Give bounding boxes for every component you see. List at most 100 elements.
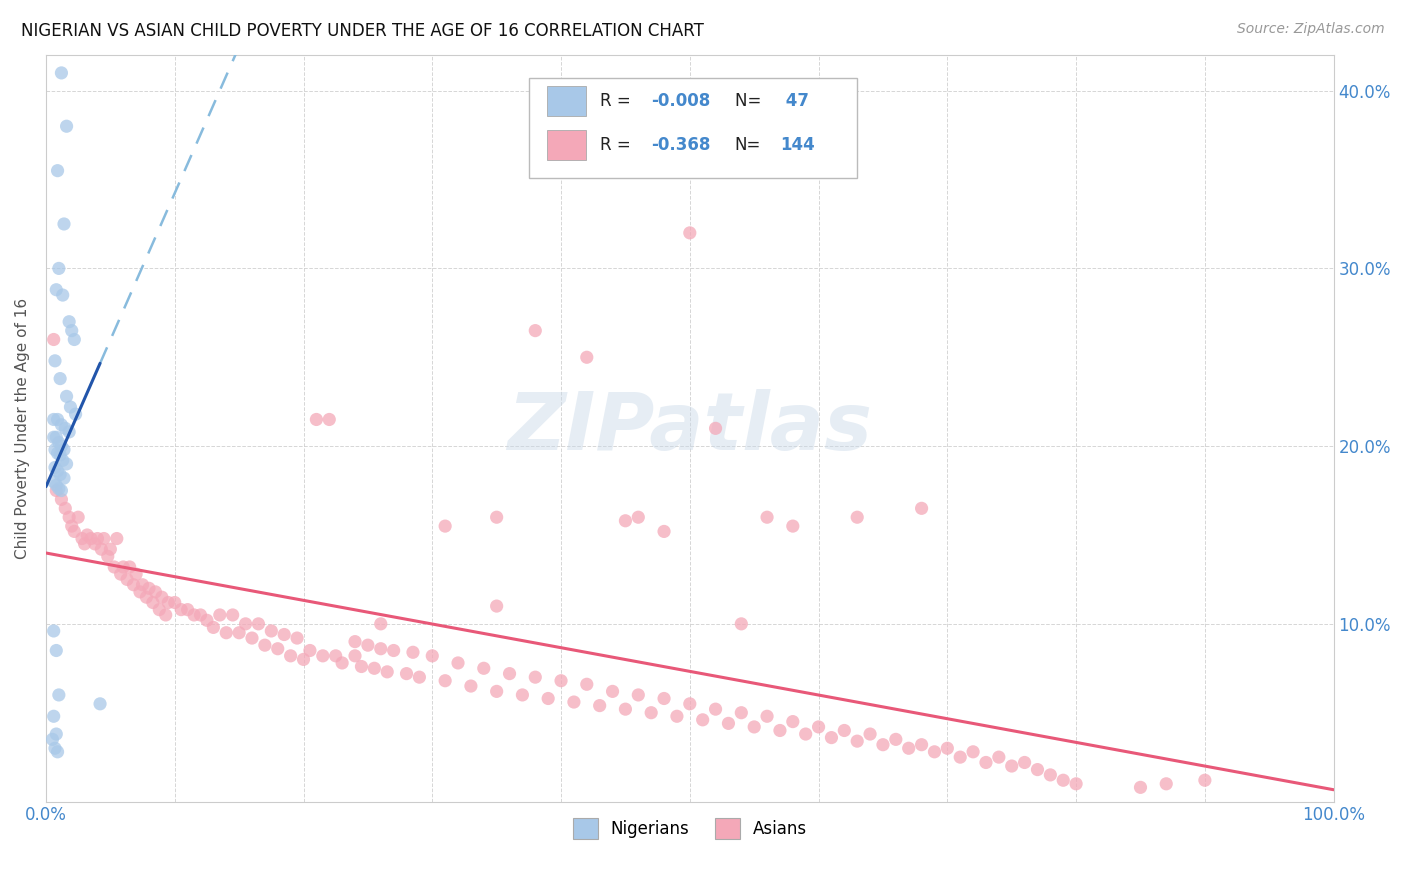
Point xyxy=(49,448,72,462)
Point xyxy=(949,750,972,764)
Point xyxy=(395,666,418,681)
Point xyxy=(55,389,77,403)
Point xyxy=(820,731,842,745)
Point xyxy=(357,638,380,652)
Point xyxy=(627,688,650,702)
Text: NIGERIAN VS ASIAN CHILD POVERTY UNDER THE AGE OF 16 CORRELATION CHART: NIGERIAN VS ASIAN CHILD POVERTY UNDER TH… xyxy=(21,22,704,40)
Point xyxy=(73,537,96,551)
Point xyxy=(330,656,353,670)
Point xyxy=(105,532,128,546)
Point xyxy=(131,578,153,592)
Point xyxy=(135,590,157,604)
Point xyxy=(45,727,67,741)
Point xyxy=(408,670,430,684)
Point xyxy=(53,442,76,457)
Point xyxy=(370,641,392,656)
Point xyxy=(987,750,1010,764)
Point xyxy=(807,720,830,734)
Point xyxy=(48,688,70,702)
Point xyxy=(679,226,702,240)
Point xyxy=(55,120,77,134)
Y-axis label: Child Poverty Under the Age of 16: Child Poverty Under the Age of 16 xyxy=(15,298,30,559)
Point xyxy=(138,582,160,596)
Point xyxy=(45,643,67,657)
Point xyxy=(45,478,67,492)
Point xyxy=(93,532,115,546)
Legend: Nigerians, Asians: Nigerians, Asians xyxy=(565,812,814,846)
Point xyxy=(589,698,612,713)
Point xyxy=(447,656,470,670)
Point xyxy=(44,741,66,756)
Point xyxy=(325,648,347,663)
Point xyxy=(112,560,135,574)
Point xyxy=(485,684,508,698)
Text: R =: R = xyxy=(600,92,636,110)
Point xyxy=(575,351,598,365)
Point xyxy=(730,616,752,631)
Point xyxy=(46,464,69,478)
Point xyxy=(58,425,80,439)
Point xyxy=(375,665,398,679)
Point xyxy=(782,519,804,533)
Point xyxy=(292,652,315,666)
Point xyxy=(1001,759,1024,773)
Point xyxy=(221,607,243,622)
Point xyxy=(125,567,148,582)
Point xyxy=(70,532,93,546)
Point xyxy=(704,702,727,716)
Point xyxy=(51,492,73,507)
Point xyxy=(46,412,69,426)
Point xyxy=(53,471,76,485)
Text: ZIPatlas: ZIPatlas xyxy=(508,389,872,467)
Point xyxy=(44,442,66,457)
Point xyxy=(1026,763,1049,777)
Point xyxy=(872,738,894,752)
Point xyxy=(575,677,598,691)
Text: R =: R = xyxy=(600,136,636,154)
FancyBboxPatch shape xyxy=(547,130,585,161)
Point xyxy=(52,288,75,302)
Point xyxy=(67,510,90,524)
Point xyxy=(652,524,675,539)
Point xyxy=(782,714,804,729)
Point xyxy=(235,616,257,631)
Point xyxy=(41,732,63,747)
Point xyxy=(498,666,520,681)
FancyBboxPatch shape xyxy=(547,86,585,116)
Point xyxy=(350,659,373,673)
Point xyxy=(202,620,225,634)
Point xyxy=(485,510,508,524)
Point xyxy=(524,670,547,684)
Text: 47: 47 xyxy=(780,92,808,110)
Point xyxy=(42,412,65,426)
Point xyxy=(148,602,170,616)
Point xyxy=(170,602,193,616)
Point xyxy=(51,483,73,498)
Point xyxy=(53,217,76,231)
Point xyxy=(318,412,340,426)
Point xyxy=(305,412,328,426)
Point xyxy=(267,641,290,656)
Point xyxy=(756,709,779,723)
Point xyxy=(97,549,120,564)
Point xyxy=(240,631,263,645)
Point xyxy=(44,460,66,475)
Point xyxy=(652,691,675,706)
Point xyxy=(550,673,572,688)
Point xyxy=(42,475,65,489)
Point xyxy=(974,756,997,770)
Point xyxy=(89,697,111,711)
Point xyxy=(51,417,73,432)
Point xyxy=(228,625,250,640)
Point xyxy=(60,324,83,338)
Point xyxy=(280,648,302,663)
Point xyxy=(45,283,67,297)
Point xyxy=(129,585,152,599)
Point xyxy=(834,723,856,738)
Point xyxy=(51,66,73,80)
Text: 144: 144 xyxy=(780,136,814,154)
Point xyxy=(756,510,779,524)
Point xyxy=(48,482,70,496)
Point xyxy=(176,602,198,616)
Text: -0.008: -0.008 xyxy=(651,92,710,110)
